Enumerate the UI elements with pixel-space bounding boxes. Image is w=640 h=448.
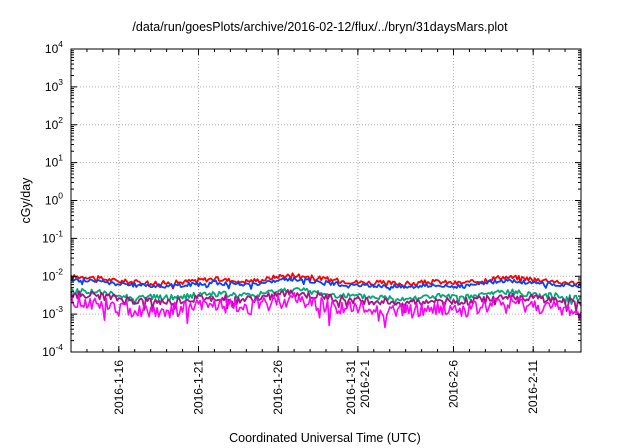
series-line [70,291,582,329]
y-axis-label: cGy/day [19,177,33,224]
ticks: 10-4 10-3 10-2 10-1 100 101 102 103 104 2016-1-16… [42,39,582,415]
y-tick-label: 104 [45,39,63,56]
grid [71,49,581,352]
series-line [70,276,582,291]
y-tick-label: 102 [45,115,63,132]
x-tick-label: 2016-1-26 [271,360,285,415]
series-line [70,272,582,290]
x-tick-label: 2016-1-21 [192,360,206,415]
x-tick-label: 2016-2-1 [358,360,372,408]
y-tick-label: 10-2 [42,266,63,283]
y-tick-label: 10-4 [42,342,63,359]
y-tick-label: 101 [45,153,63,170]
y-tick-label: 10-1 [42,228,63,245]
x-tick-label: 2016-1-31 [344,360,358,415]
x-tick-label: 2016-1-16 [112,360,126,415]
y-tick-label: 103 [45,77,63,94]
y-tick-label: 100 [45,191,63,208]
chart-title: /data/run/goesPlots/archive/2016-02-12/f… [132,20,508,34]
x-tick-label: 2016-2-6 [447,360,461,408]
x-tick-label: 2016-2-11 [526,360,540,414]
series-layer [70,272,582,329]
y-tick-label: 10-3 [42,304,63,321]
x-axis-label: Coordinated Universal Time (UTC) [229,431,421,445]
